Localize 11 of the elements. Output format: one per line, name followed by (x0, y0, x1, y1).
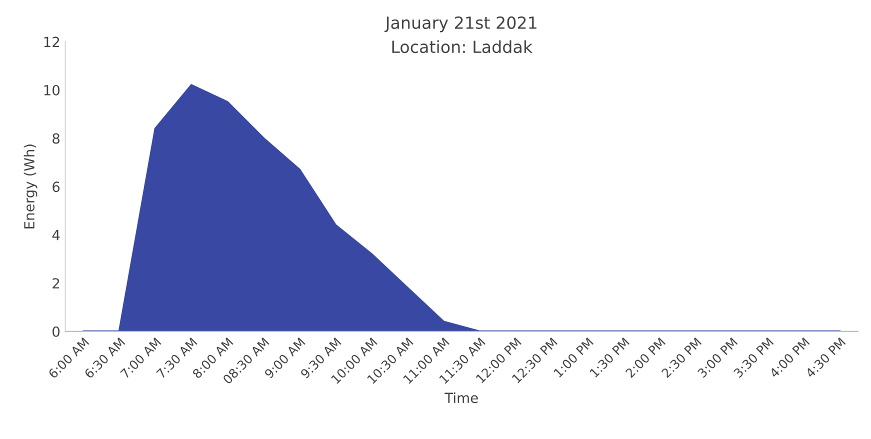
y-tick-label: 6 (52, 182, 60, 192)
y-tick-label: 2 (52, 278, 60, 288)
y-tick-label: 4 (52, 230, 60, 240)
chart-subtitle: Location: Laddak (392, 40, 533, 54)
y-tick-label: 10 (44, 84, 60, 96)
chart-title: January 21st 2021 (384, 16, 536, 32)
y-axis-title: Energy (Wh) (24, 144, 38, 228)
y-tick-label: 8 (52, 133, 60, 144)
y-tick-label: 0 (52, 326, 60, 337)
y-tick-label: 12 (44, 36, 60, 47)
x-axis-title: Time (444, 392, 478, 404)
